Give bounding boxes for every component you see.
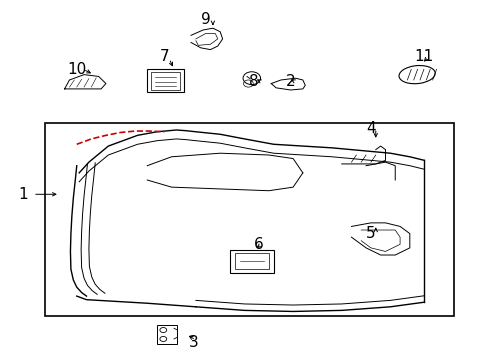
Text: 10: 10	[67, 62, 86, 77]
Text: 5: 5	[366, 226, 375, 241]
Text: 2: 2	[285, 74, 295, 89]
Text: 11: 11	[414, 49, 433, 64]
Bar	[147, 69, 183, 93]
Bar	[45, 123, 453, 316]
Bar	[151, 72, 180, 90]
Text: 4: 4	[366, 121, 375, 136]
Text: 9: 9	[200, 12, 210, 27]
Text: 7: 7	[159, 49, 169, 64]
Bar	[229, 249, 273, 273]
Text: 8: 8	[249, 74, 259, 89]
Bar	[157, 325, 177, 344]
Text: 3: 3	[188, 335, 198, 350]
Text: 6: 6	[254, 237, 264, 252]
Bar	[234, 253, 268, 269]
Ellipse shape	[398, 66, 434, 84]
Text: 1: 1	[19, 187, 28, 202]
